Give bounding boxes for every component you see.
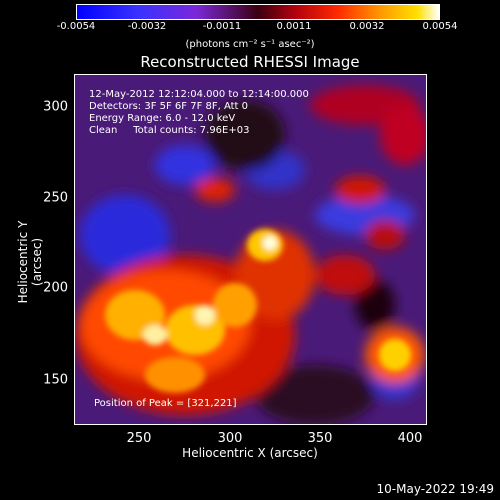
info-line: Clean Total counts: 7.96E+03 xyxy=(89,125,250,136)
hxr-image-map xyxy=(75,75,426,424)
plot-timestamp: 10-May-2022 19:49 xyxy=(376,482,494,496)
colorbar xyxy=(76,4,440,20)
y-tick-label: 200 xyxy=(43,280,68,296)
colorbar-tick: 0.0011 xyxy=(276,21,312,32)
y-tick-label: 250 xyxy=(43,190,68,206)
info-line: Energy Range: 6.0 - 12.0 keV xyxy=(89,113,236,124)
colorbar-tick: -0.0032 xyxy=(127,21,167,32)
x-tick-label: 400 xyxy=(397,431,423,446)
y-tick-label: 150 xyxy=(43,372,68,388)
colorbar-tick: 0.0054 xyxy=(422,21,458,32)
x-axis-label: Heliocentric X (arcsec) xyxy=(182,446,318,460)
colorbar-tick: -0.0054 xyxy=(56,21,96,32)
colorbar-tick: 0.0032 xyxy=(349,21,385,32)
info-line: Detectors: 3F 5F 6F 7F 8F, Att 0 xyxy=(89,101,249,112)
plot-title: Reconstructed RHESSI Image xyxy=(140,53,360,71)
colorbar-units: (photons cm⁻² s⁻¹ asec⁻²) xyxy=(185,39,315,50)
y-axis-label: Heliocentric Y (arcsec) xyxy=(16,220,44,304)
y-tick-label: 300 xyxy=(43,99,68,115)
x-tick-label: 300 xyxy=(217,431,243,446)
x-tick-label: 250 xyxy=(126,431,152,446)
image-plot: 12-May-2012 12:12:04.000 to 12:14:00.000… xyxy=(74,74,427,425)
colorbar-tick: -0.0011 xyxy=(202,21,242,32)
peak-position-label: Position of Peak = [321,221] xyxy=(94,398,237,409)
info-line: 12-May-2012 12:12:04.000 to 12:14:00.000 xyxy=(89,89,309,100)
x-tick-label: 350 xyxy=(307,431,333,446)
